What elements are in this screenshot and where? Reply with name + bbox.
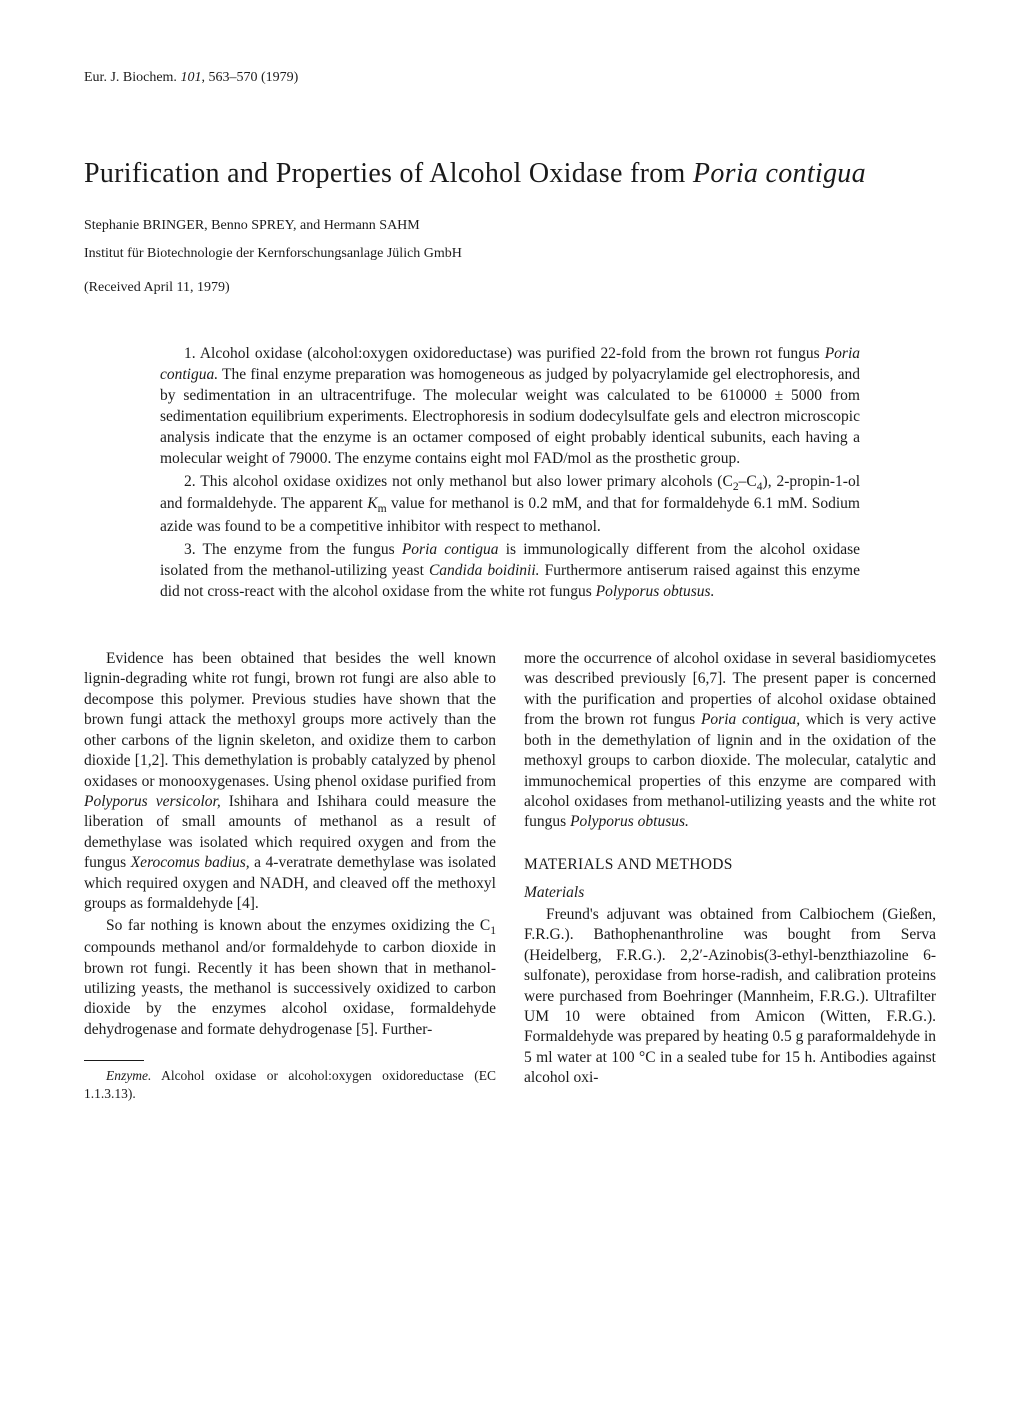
intro-para-2-cont: more the occurrence of alcohol oxidase i… (524, 649, 936, 833)
materials-methods-heading: MATERIALS AND METHODS (524, 855, 936, 875)
author-list: Stephanie BRINGER, Benno SPREY, and Herm… (84, 218, 936, 234)
abstract-para-3: 3. The enzyme from the fungus Poria cont… (160, 540, 860, 603)
materials-subheading: Materials (524, 883, 936, 903)
title-species: Poria contigua (693, 158, 866, 189)
ref-volume: 101 (180, 70, 201, 85)
left-column: Evidence has been obtained that besides … (84, 649, 496, 1104)
intro-para-1: Evidence has been obtained that besides … (84, 649, 496, 915)
intro-para-2: So far nothing is known about the enzyme… (84, 916, 496, 1041)
abstract-para-1: 1. Alcohol oxidase (alcohol:oxygen oxido… (160, 344, 860, 470)
footnote-separator (84, 1060, 144, 1061)
right-column: more the occurrence of alcohol oxidase i… (524, 649, 936, 1104)
ref-suffix: , 563–570 (1979) (201, 70, 298, 85)
received-date: (Received April 11, 1979) (84, 280, 936, 296)
abstract: 1. Alcohol oxidase (alcohol:oxygen oxido… (160, 344, 860, 603)
journal-reference: Eur. J. Biochem. 101, 563–570 (1979) (84, 70, 936, 86)
abstract-para-2: 2. This alcohol oxidase oxidizes not onl… (160, 472, 860, 538)
ref-prefix: Eur. J. Biochem. (84, 70, 180, 85)
body-columns: Evidence has been obtained that besides … (84, 649, 936, 1104)
affiliation: Institut für Biotechnologie der Kernfors… (84, 246, 936, 262)
title-text: Purification and Properties of Alcohol O… (84, 158, 693, 189)
article-title: Purification and Properties of Alcohol O… (84, 158, 936, 190)
enzyme-footnote: Enzyme. Alcohol oxidase or alcohol:oxyge… (84, 1067, 496, 1102)
materials-para: Freund's adjuvant was obtained from Calb… (524, 905, 936, 1089)
